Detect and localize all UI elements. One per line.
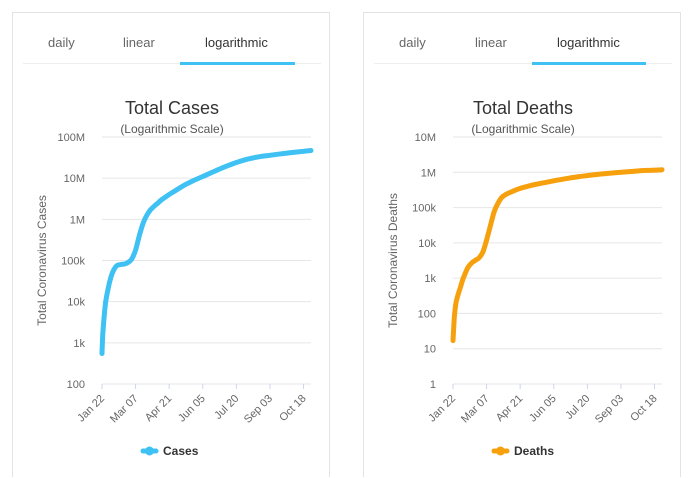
- tab-daily[interactable]: daily: [48, 35, 75, 50]
- tab-logarithmic[interactable]: logarithmic: [557, 35, 620, 50]
- tab-linear[interactable]: linear: [475, 35, 507, 50]
- y-tick-label: 1M: [421, 167, 436, 179]
- y-tick-label: 1k: [424, 273, 436, 285]
- y-tick-label: 10k: [418, 238, 436, 250]
- tab-linear[interactable]: linear: [123, 35, 155, 50]
- legend-marker: [496, 446, 505, 456]
- x-tick-label: Apr 21: [143, 393, 174, 424]
- chart-title: Total Deaths: [473, 98, 573, 118]
- tab-daily[interactable]: daily: [399, 35, 426, 50]
- active-tab-indicator: [180, 62, 295, 65]
- x-tick-label: Sep 03: [242, 393, 275, 426]
- y-tick-label: 100k: [61, 256, 85, 268]
- y-tick-label: 10M: [64, 173, 85, 185]
- y-tick-label: 1k: [73, 338, 85, 350]
- cases-chart: Total Cases (Logarithmic Scale) 100 1k 10k 10…: [35, 98, 314, 458]
- x-tick-label: Apr 21: [494, 393, 525, 424]
- y-axis-label: Total Coronavirus Cases: [35, 195, 49, 326]
- x-tick-label: Sep 03: [593, 393, 626, 426]
- series-line-cases: [99, 148, 314, 356]
- y-tick-label: 100k: [412, 203, 436, 215]
- x-tick-label: Oct 18: [628, 393, 659, 424]
- legend-label: Cases: [163, 444, 199, 458]
- legend-marker: [145, 446, 154, 456]
- deaths-chart: Total Deaths (Logarithmic Scale) 1 10 100 1k 1…: [386, 98, 665, 458]
- y-tick-label: 10k: [67, 297, 85, 309]
- cases-view-tabs: daily linear logarithmic: [23, 13, 321, 65]
- x-tick-label: Oct 18: [277, 393, 308, 424]
- y-tick-label: 10: [424, 344, 436, 356]
- chart-subtitle: (Logarithmic Scale): [471, 122, 574, 136]
- chart-subtitle: (Logarithmic Scale): [120, 122, 223, 136]
- chart-title: Total Cases: [125, 98, 219, 118]
- deaths-panel: daily linear logarithmic Total Deaths (Lo…: [363, 12, 681, 477]
- x-tick-label: Jun 05: [176, 393, 208, 425]
- x-tick-label: Jul 20: [212, 393, 241, 422]
- x-tick-label: Jun 05: [527, 393, 559, 425]
- y-tick-label: 100: [67, 379, 85, 391]
- x-tick-label: Jan 22: [75, 393, 107, 425]
- series-line-deaths: [450, 167, 665, 344]
- legend-label: Deaths: [514, 444, 554, 458]
- x-tick-label: Mar 07: [459, 393, 492, 426]
- y-tick-label: 1: [430, 379, 436, 391]
- y-tick-label: 100M: [57, 132, 85, 144]
- y-tick-label: 10M: [415, 132, 436, 144]
- y-axis-label: Total Coronavirus Deaths: [386, 193, 400, 328]
- deaths-view-tabs: daily linear logarithmic: [374, 13, 672, 65]
- y-tick-label: 100: [418, 308, 436, 320]
- y-tick-label: 1M: [70, 214, 85, 226]
- cases-panel: daily linear logarithmic Total Cases (Log…: [12, 12, 330, 477]
- x-tick-label: Jul 20: [563, 393, 592, 422]
- x-tick-label: Jan 22: [426, 393, 458, 425]
- active-tab-indicator: [532, 62, 646, 65]
- x-tick-label: Mar 07: [108, 393, 141, 426]
- tab-logarithmic[interactable]: logarithmic: [205, 35, 268, 50]
